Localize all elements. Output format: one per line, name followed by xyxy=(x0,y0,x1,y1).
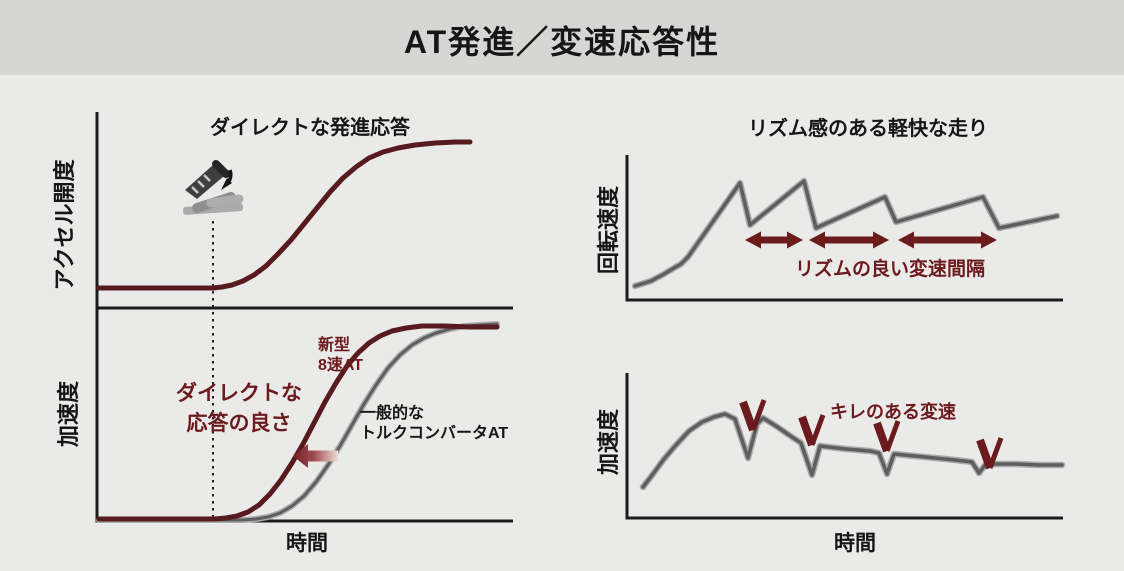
pedal-plate xyxy=(206,194,244,208)
accel-panel-title: ダイレクトな発進応答 xyxy=(210,117,410,139)
shift-interval-double-arrow xyxy=(809,231,889,249)
shift-interval-double-arrow xyxy=(745,231,803,249)
rpm-y-axis-label: 回転速度 xyxy=(596,186,621,275)
shift-v-mark xyxy=(798,415,816,447)
shift-y-axis-label: 加速度 xyxy=(596,409,621,476)
series-回転速度 xyxy=(633,179,1059,288)
shift-x-axis-label: 時間 xyxy=(834,532,876,555)
sharp-shift-annotation: キレのある変速 xyxy=(830,402,956,422)
accel-y-axis-label: アクセル開度 xyxy=(52,159,77,291)
series-加速度 xyxy=(641,412,1064,489)
direct-response-arrow xyxy=(293,444,338,468)
shift-v-mark xyxy=(987,437,1004,469)
shift-v-mark xyxy=(739,400,757,432)
new-8at-series-label: 新型 8速AT xyxy=(318,336,363,376)
shift-v-mark xyxy=(750,399,767,431)
compare-y-axis-label: 加速度 xyxy=(56,381,81,448)
new-8at-series-label-line2: 8速AT xyxy=(318,357,364,374)
series-新型8速AT xyxy=(96,323,500,522)
rpm-rhythm-axes xyxy=(625,155,1063,302)
rpm-panel-title: リズム感のある軽快な走り xyxy=(748,118,988,140)
pedal-icon xyxy=(182,160,244,215)
shoe-toe xyxy=(212,160,230,178)
header-band xyxy=(0,0,1124,75)
shift-interval-annotation: リズムの良い変速間隔 xyxy=(794,259,985,280)
shift-v-mark xyxy=(976,438,994,470)
shift-v-mark xyxy=(873,421,891,453)
new-8at-series-label-line1: 新型 xyxy=(318,337,351,354)
series-アクセル開度 xyxy=(96,139,473,291)
shift-v-mark xyxy=(809,414,826,446)
direct-response-annotation-line1: ダイレクトな xyxy=(176,382,302,405)
press-arrow-head xyxy=(221,178,232,190)
series-一般的なトルクコンバータAT xyxy=(97,322,499,522)
accel-opening-axes xyxy=(95,112,513,310)
conventional-at-series-label: 一般的な トルクコンバータAT xyxy=(360,404,508,444)
shift-interval-double-arrow xyxy=(898,231,997,249)
acceleration-shift-sharpness-axes xyxy=(625,373,1063,520)
conventional-at-series-label-line1: 一般的な xyxy=(360,405,425,422)
compare-x-axis-label: 時間 xyxy=(286,532,328,555)
conventional-at-series-label-line2: トルクコンバータAT xyxy=(360,425,509,442)
direct-response-annotation: ダイレクトな 応答の良さ xyxy=(140,379,338,439)
direct-response-annotation-line2: 応答の良さ xyxy=(186,412,292,435)
shift-v-mark xyxy=(884,420,901,452)
shoe-laces xyxy=(191,174,211,194)
page-title: AT発進／変速応答性 xyxy=(403,24,721,60)
